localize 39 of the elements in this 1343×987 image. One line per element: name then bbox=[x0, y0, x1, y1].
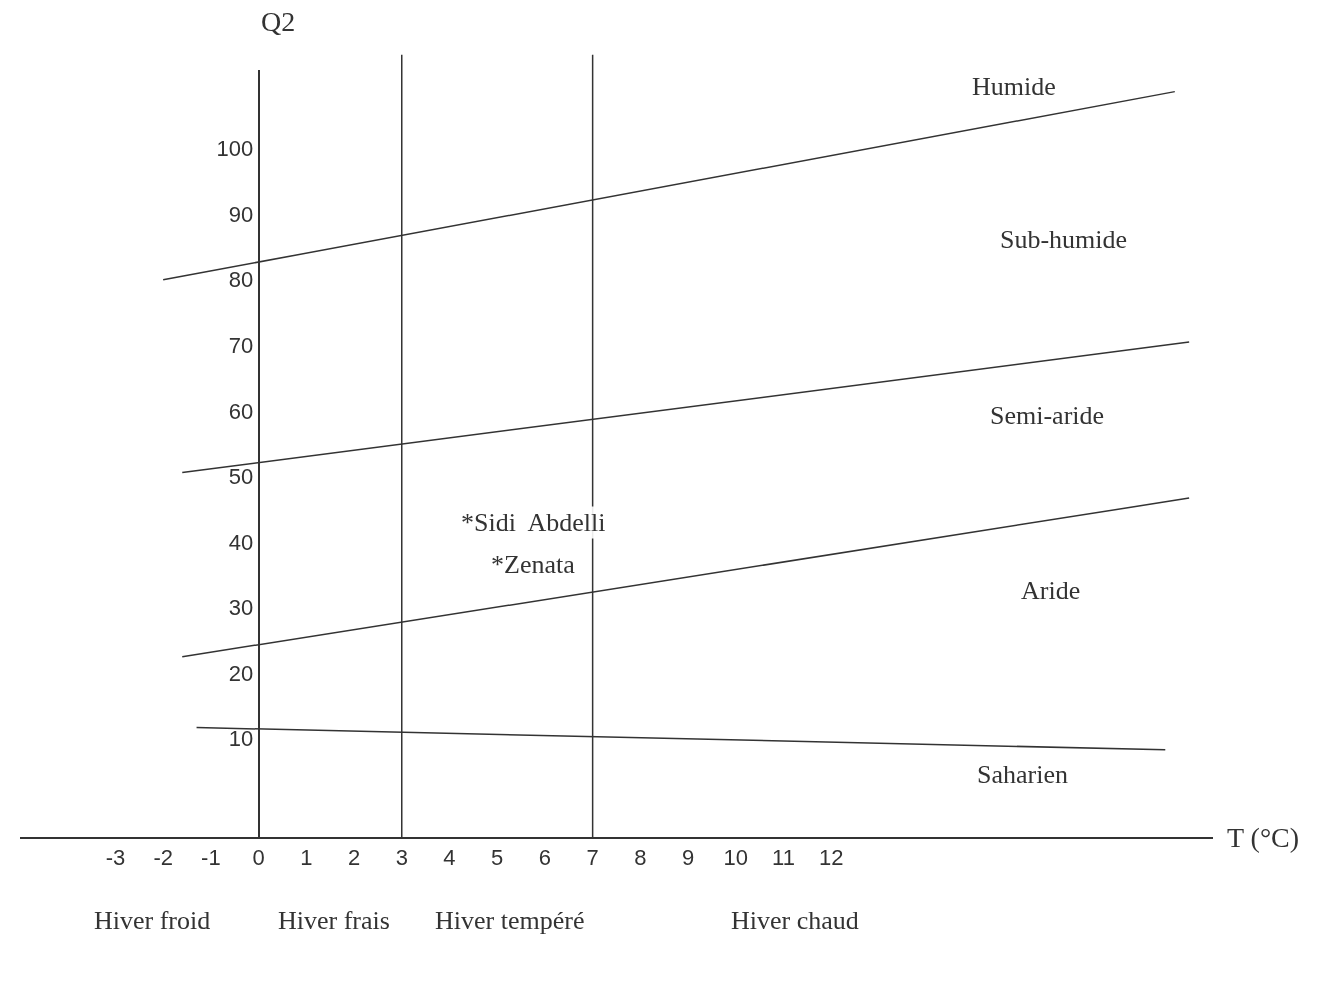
annotation: *Sidi Abdelli bbox=[461, 508, 606, 537]
x-tick-label: 8 bbox=[634, 845, 647, 871]
y-tick-label: 80 bbox=[228, 267, 254, 293]
x-tick-label: 6 bbox=[538, 845, 552, 871]
y-tick-label: 20 bbox=[228, 660, 254, 686]
x-tick-label: 4 bbox=[443, 845, 456, 871]
annotation: Humide bbox=[972, 72, 1056, 101]
x-tick-label: -1 bbox=[201, 845, 221, 871]
y-tick-label: 30 bbox=[228, 595, 254, 621]
y-tick-label: 90 bbox=[228, 201, 254, 227]
x-axis-title: T (°C) bbox=[1227, 822, 1300, 853]
text: Hiver frais bbox=[278, 906, 390, 935]
text: Hiver froid bbox=[94, 906, 211, 935]
x-tick-label: -3 bbox=[105, 845, 126, 871]
x-tick-label: 3 bbox=[395, 845, 408, 871]
y-tick-label: 60 bbox=[228, 398, 254, 424]
annotation: Saharien bbox=[977, 760, 1068, 789]
x-tick-label: 10 bbox=[723, 845, 749, 871]
text: Hiver tempéré bbox=[435, 906, 585, 935]
annotation: *Zenata bbox=[491, 550, 576, 579]
x-tick-label: 7 bbox=[586, 845, 599, 871]
y-axis-title: Q2 bbox=[261, 6, 296, 37]
y-tick-label: 70 bbox=[228, 333, 254, 359]
x-tick-label: 11 bbox=[772, 845, 795, 871]
y-tick-label: 10 bbox=[228, 726, 254, 752]
annotation: Aride bbox=[1021, 576, 1081, 605]
x-tick-label: 1 bbox=[300, 845, 313, 871]
x-tick-label: 0 bbox=[252, 845, 265, 871]
annotation: Sub-humide bbox=[1000, 225, 1128, 254]
x-tick-label: 9 bbox=[681, 845, 695, 871]
x-tick-label: -2 bbox=[153, 845, 173, 871]
y-tick-label: 40 bbox=[228, 529, 254, 555]
text: Hiver chaud bbox=[731, 906, 859, 935]
x-tick-label: 2 bbox=[347, 845, 361, 871]
x-tick-label: 5 bbox=[491, 845, 504, 871]
x-tick-label: 12 bbox=[819, 845, 844, 871]
annotation: Semi-aride bbox=[990, 401, 1105, 430]
y-tick-label: 50 bbox=[228, 464, 254, 490]
y-tick-label: 100 bbox=[216, 136, 254, 162]
